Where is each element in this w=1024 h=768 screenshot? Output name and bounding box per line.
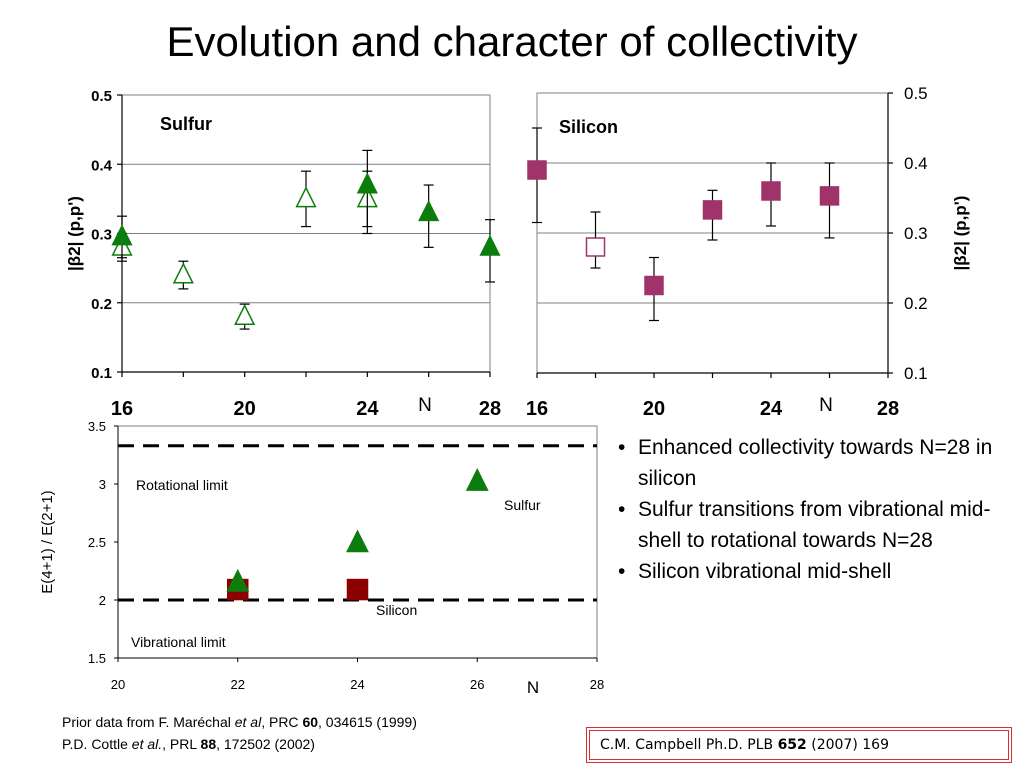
- silicon-filled-square-point: [761, 181, 781, 201]
- ratio-reference-label: Vibrational limit: [131, 634, 226, 650]
- bullet-item: Enhanced collectivity towards N=28 in si…: [616, 432, 1016, 494]
- ratio-y-tick-label: 3: [99, 477, 106, 492]
- sulfur-x-tick-label: 16: [111, 398, 133, 420]
- sulfur-open-triangle-point: [234, 303, 256, 326]
- bullet-item: Sulfur transitions from vibrational mid-…: [616, 494, 1016, 556]
- ratio-sulfur-point: [465, 468, 489, 491]
- sulfur-y-tick-label: 0.5: [91, 88, 112, 105]
- sulfur-filled-triangle-point: [479, 234, 501, 256]
- reference-line-2: P.D. Cottle et al., PRL 88, 172502 (2002…: [62, 736, 315, 752]
- silicon-y-tick-label: 0.5: [904, 84, 928, 103]
- bullet-item: Silicon vibrational mid-shell: [616, 556, 1016, 587]
- sulfur-filled-triangle-point: [111, 224, 133, 246]
- silicon-filled-square-point: [819, 186, 840, 206]
- sulfur-panel-label: Sulfur: [160, 114, 212, 134]
- silicon-filled-square-point: [527, 160, 547, 180]
- sulfur-open-triangle-point: [172, 262, 194, 284]
- silicon-x-tick-label: 20: [643, 398, 665, 420]
- silicon-x-tick-label: 16: [526, 398, 548, 420]
- silicon-panel-label: Silicon: [559, 117, 618, 137]
- sulfur-filled-triangle-point: [356, 172, 378, 194]
- sulfur-y-axis-label: |β2| (p,p'): [65, 196, 84, 271]
- sulfur-y-tick-label: 0.2: [91, 296, 112, 313]
- silicon-x-tick-label: 24: [760, 398, 783, 420]
- ratio-y-tick-label: 2: [99, 593, 106, 608]
- ratio-y-tick-label: 2.5: [88, 535, 106, 550]
- silicon-x-axis-label: N: [819, 395, 833, 416]
- sulfur-x-axis-label: N: [418, 395, 432, 416]
- silicon-y-tick-label: 0.4: [904, 154, 928, 173]
- silicon-open-square-point: [585, 237, 606, 257]
- references: Prior data from F. Maréchal et al, PRC 6…: [62, 711, 417, 755]
- citation-text: C.M. Campbell Ph.D. PLB 652 (2007) 169: [589, 730, 1009, 760]
- slide-title: Evolution and character of collectivity: [166, 18, 858, 65]
- silicon-y-tick-label: 0.3: [904, 224, 928, 243]
- silicon-y-tick-label: 0.1: [904, 364, 928, 383]
- ratio-x-tick-label: 28: [590, 677, 604, 692]
- sulfur-x-tick-label: 20: [234, 398, 256, 420]
- reference-line-1: Prior data from F. Maréchal et al, PRC 6…: [62, 714, 417, 730]
- ratio-series-label: Silicon: [376, 602, 417, 618]
- sulfur-filled-triangle-point: [418, 200, 440, 222]
- bullet-list: Enhanced collectivity towards N=28 in si…: [616, 432, 1016, 587]
- ratio-sulfur-point: [346, 529, 369, 553]
- ratio-y-tick-label: 3.5: [88, 419, 106, 434]
- ratio-y-axis-label: E(4+1) / E(2+1): [39, 490, 56, 593]
- silicon-filled-square-point: [702, 200, 723, 220]
- sulfur-y-tick-label: 0.3: [91, 227, 112, 244]
- ratio-x-tick-label: 20: [111, 677, 125, 692]
- ratio-silicon-point: [346, 578, 369, 601]
- ratio-x-tick-label: 22: [231, 677, 245, 692]
- silicon-filled-square-point: [644, 275, 664, 296]
- ratio-series-label: Sulfur: [504, 497, 541, 513]
- sulfur-open-triangle-point: [295, 186, 317, 208]
- silicon-y-axis-label: |β2| (p,p'): [951, 196, 970, 271]
- sulfur-y-tick-label: 0.4: [91, 157, 113, 174]
- ratio-y-tick-label: 1.5: [88, 651, 106, 666]
- ratio-x-axis-label: N: [527, 678, 539, 697]
- silicon-y-tick-label: 0.2: [904, 294, 928, 313]
- ratio-reference-label: Rotational limit: [136, 477, 228, 493]
- ratio-sulfur-point: [226, 568, 250, 592]
- sulfur-x-tick-label: 28: [479, 398, 501, 420]
- silicon-x-tick-label: 28: [877, 398, 899, 420]
- ratio-x-tick-label: 26: [470, 677, 484, 692]
- sulfur-y-tick-label: 0.1: [91, 365, 112, 382]
- citation-box: C.M. Campbell Ph.D. PLB 652 (2007) 169: [586, 727, 1012, 763]
- sulfur-x-tick-label: 24: [356, 398, 379, 420]
- ratio-x-tick-label: 24: [350, 677, 364, 692]
